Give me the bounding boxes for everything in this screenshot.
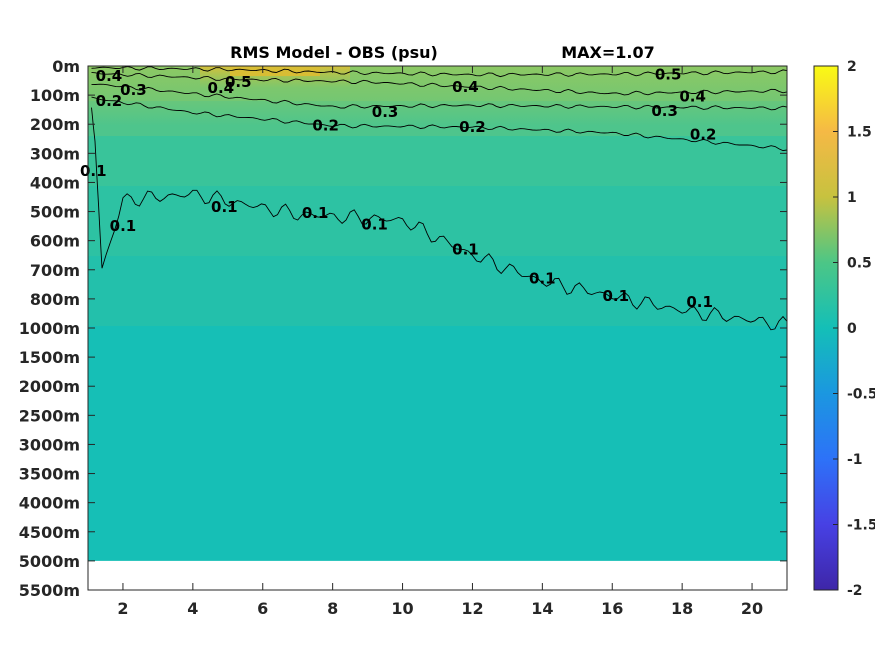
- contour-line-0-2: [91, 96, 787, 152]
- y-tick-label: 200m: [30, 115, 80, 134]
- contour-line-0-5: [91, 66, 787, 78]
- contour-label: 0.4: [452, 78, 479, 96]
- y-tick-label: 2500m: [19, 406, 80, 425]
- max-label: MAX=1.07: [561, 43, 655, 62]
- no-data-region: [88, 560, 787, 561]
- x-tick-label: 16: [601, 599, 623, 618]
- x-axis: 2 4 6 8 10 12 14 16 18 20: [117, 66, 763, 618]
- heatmap-field: [88, 66, 787, 561]
- colorbar-tick-label: 0.5: [847, 256, 872, 272]
- y-tick-label: 1000m: [19, 319, 80, 338]
- y-tick-label: 5000m: [19, 552, 80, 571]
- y-tick-label: 300m: [30, 144, 80, 163]
- colorbar-tick-label: 1: [847, 190, 857, 206]
- contour-label: 0.1: [211, 198, 238, 216]
- y-tick-label: 500m: [30, 203, 80, 222]
- x-tick-label: 2: [117, 599, 128, 618]
- contour-label: 0.5: [655, 66, 682, 84]
- contour-label: 0.1: [686, 293, 713, 311]
- colorbar-tick-label: -0.5: [847, 387, 875, 403]
- contour-label: 0.2: [690, 125, 717, 143]
- x-tick-label: 20: [741, 599, 763, 618]
- contour-lines: [91, 66, 787, 331]
- y-tick-label: 400m: [30, 173, 80, 192]
- y-tick-label: 4000m: [19, 494, 80, 513]
- x-tick-label: 4: [187, 599, 198, 618]
- y-tick-label: 100m: [30, 86, 80, 105]
- contour-label: 0.1: [361, 216, 388, 234]
- y-tick-label: 800m: [30, 290, 80, 309]
- colorbar-tick-label: -1.5: [847, 518, 875, 534]
- y-tick-label: 3500m: [19, 465, 80, 484]
- contour-label: 0.3: [372, 103, 399, 121]
- y-tick-label: 700m: [30, 261, 80, 280]
- colorbar-tick-label: -2: [847, 583, 863, 599]
- colorbar-tick-label: 0: [847, 321, 857, 337]
- contour-label: 0.1: [302, 204, 329, 222]
- y-tick-label: 4500m: [19, 523, 80, 542]
- y-tick-label: 1500m: [19, 348, 80, 367]
- y-tick-label: 2000m: [19, 377, 80, 396]
- contour-label: 0.4: [96, 67, 123, 85]
- contour-label: 0.3: [651, 102, 678, 120]
- x-tick-label: 12: [461, 599, 483, 618]
- colorbar-tick-label: -1: [847, 452, 863, 468]
- y-tick-label: 5500m: [19, 581, 80, 600]
- contour-label: 0.2: [96, 92, 123, 110]
- contour-label: 0.1: [602, 287, 629, 305]
- y-tick-label: 600m: [30, 232, 80, 251]
- contour-label: 0.1: [80, 162, 107, 180]
- y-tick-label: 3000m: [19, 435, 80, 454]
- x-tick-label: 14: [531, 599, 553, 618]
- contour-labels: 0.50.50.40.40.40.40.30.3 0.30.20.2 0.2 0.20…: [80, 66, 716, 311]
- contour-label: 0.2: [459, 118, 486, 136]
- contour-label: 0.1: [452, 240, 479, 258]
- x-tick-label: 6: [257, 599, 268, 618]
- contour-line-0-1: [91, 107, 787, 331]
- contour-label: 0.4: [208, 79, 235, 97]
- x-tick-label: 8: [327, 599, 338, 618]
- contour-label: 0.1: [529, 270, 556, 288]
- contour-line-0-4: [91, 71, 787, 96]
- x-tick-label: 18: [671, 599, 693, 618]
- contour-line-0-3: [91, 83, 787, 111]
- y-tick-label: 0m: [52, 57, 80, 76]
- chart-title: RMS Model - OBS (psu): [230, 43, 438, 62]
- colorbar-ticks: 2 1.5 1 0.5 0 -0.5 -1 -1.5 -2: [833, 59, 875, 599]
- x-tick-label: 10: [391, 599, 413, 618]
- y-axis: 0m 100m 200m 300m 400m 500m 600m 700m 800m 1000m 1…: [19, 57, 787, 600]
- colorbar: 2 1.5 1 0.5 0 -0.5 -1 -1.5 -2: [813, 59, 875, 599]
- contour-label: 0.5: [225, 73, 252, 91]
- contour-label: 0.4: [679, 88, 706, 106]
- contour-label: 0.3: [120, 81, 147, 99]
- contour-label: 0.1: [110, 217, 137, 235]
- colorbar-tick-label: 2: [847, 59, 857, 75]
- contour-label: 0.2: [312, 117, 339, 135]
- colorbar-tick-label: 1.5: [847, 125, 872, 141]
